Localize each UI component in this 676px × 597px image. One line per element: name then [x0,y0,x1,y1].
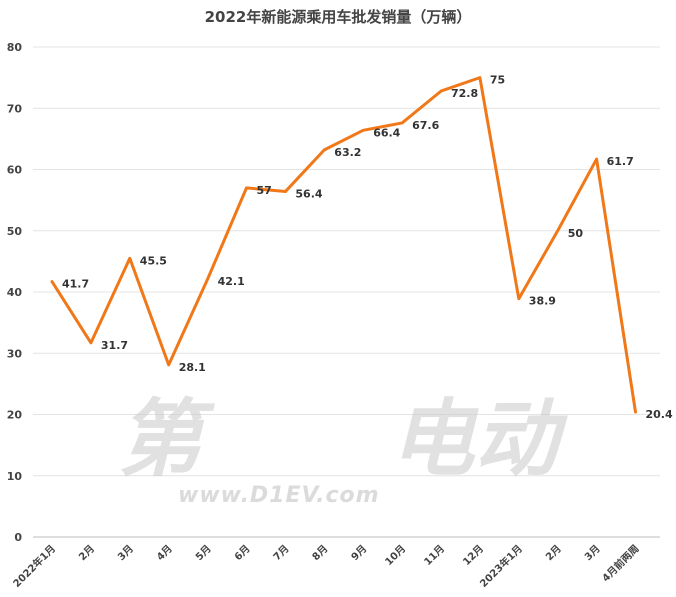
y-tick-label: 10 [7,470,23,483]
data-label: 42.1 [218,275,245,288]
data-label: 45.5 [140,254,167,267]
y-tick-label: 20 [7,409,23,422]
data-label: 50 [568,227,584,240]
y-tick-label: 60 [7,164,23,177]
watermark-text-right: 电动 [390,390,568,488]
gridlines [33,46,660,538]
data-label: 41.7 [62,278,89,291]
y-tick-label: 30 [7,347,23,360]
data-label: 56.4 [295,188,322,201]
x-tick-label: 4月前两周 [599,542,641,584]
x-tick-label: 2月 [77,543,97,563]
x-tick-label: 9月 [349,543,369,563]
data-labels: 41.7 31.7 45.5 28.1 42.1 57 56.4 63.2 66.4 67.6 72… [62,74,673,421]
data-label: 66.4 [373,126,400,139]
data-label: 72.8 [451,87,478,100]
y-tick-label: 80 [7,41,23,54]
x-tick-label: 6月 [232,543,252,563]
x-tick-label: 7月 [271,543,291,563]
y-tick-label: 0 [14,531,22,544]
x-tick-label: 2023年1月 [477,542,525,590]
y-tick-label: 40 [7,286,23,299]
x-tick-label: 8月 [310,543,330,563]
data-label: 31.7 [101,339,128,352]
series-line [50,76,637,414]
series [50,76,637,414]
data-label: 63.2 [334,146,361,159]
watermark: 第 电动 www.D1EV.com [118,390,568,508]
x-tick-label: 3月 [115,543,135,563]
chart-title: 2022年新能源乘用车批发销量（万辆） [204,8,472,26]
y-tick-label: 50 [7,225,23,238]
data-label: 61.7 [607,155,634,168]
data-label: 75 [490,74,505,87]
watermark-url: www.D1EV.com [178,483,380,508]
x-tick-label: 2022年1月 [10,542,58,590]
x-tick-label: 4月 [154,543,174,563]
data-label: 20.4 [646,408,673,421]
data-label: 67.6 [412,119,439,132]
y-tick-label: 70 [7,102,23,115]
x-tick-label: 3月 [582,543,602,563]
x-tick-label: 12月 [461,543,486,568]
data-label: 38.9 [529,295,556,308]
data-label: 28.1 [179,361,206,374]
x-tick-label: 5月 [193,543,213,563]
watermark-text-left: 第 [118,390,216,488]
x-tick-label: 2月 [543,543,563,563]
x-tick-label: 11月 [422,543,447,568]
x-tick-label: 10月 [383,543,408,568]
y-axis: 0 10 20 30 40 50 60 70 80 [7,41,23,544]
data-label: 57 [257,184,272,197]
